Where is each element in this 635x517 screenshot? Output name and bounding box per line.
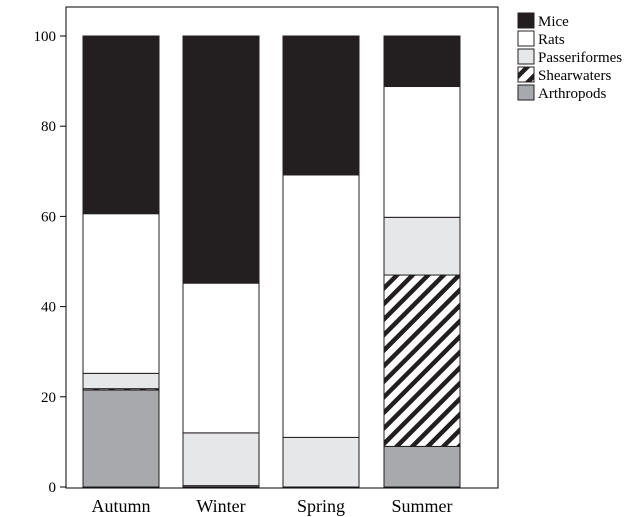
y-tick-label-80: 80 bbox=[41, 119, 56, 135]
legend-label-shearwaters: Shearwaters bbox=[538, 68, 611, 84]
bar-segment-winter-rats bbox=[182, 282, 260, 434]
bar-stack-spring bbox=[282, 35, 360, 488]
bar-segment-spring-passeriformes bbox=[282, 436, 360, 488]
y-tick-label-20: 20 bbox=[41, 390, 56, 406]
x-category-label-spring: Spring bbox=[297, 496, 345, 516]
bar-stack-summer bbox=[383, 35, 461, 488]
bar-segment-autumn-rats bbox=[82, 213, 160, 374]
legend-swatch-passeriformes bbox=[517, 48, 535, 65]
legend-swatch-rats bbox=[517, 30, 535, 47]
legend-label-arthropods: Arthropods bbox=[538, 86, 606, 102]
legend-item-passeriformes: Passeriformes bbox=[517, 48, 622, 66]
legend-label-passeriformes: Passeriformes bbox=[538, 50, 622, 66]
x-category-label-winter: Winter bbox=[196, 496, 245, 516]
bar-segment-summer-shearwaters bbox=[383, 274, 461, 447]
y-tick-label-100: 100 bbox=[34, 29, 57, 45]
bar-segment-summer-mice bbox=[383, 35, 461, 88]
x-category-label-autumn: Autumn bbox=[91, 496, 150, 516]
bar-segment-autumn-arthropods bbox=[82, 389, 160, 488]
bar-segment-autumn-mice bbox=[82, 35, 160, 215]
legend-swatch-mice bbox=[517, 12, 535, 29]
bar-segment-winter-mice bbox=[182, 35, 260, 284]
legend-item-arthropods: Arthropods bbox=[517, 84, 606, 102]
y-tick-label-0: 0 bbox=[49, 480, 57, 496]
y-tick-label-40: 40 bbox=[41, 300, 56, 316]
bar-segment-summer-passeriformes bbox=[383, 216, 461, 276]
legend-item-rats: Rats bbox=[517, 30, 565, 48]
legend-swatch-arthropods bbox=[517, 84, 535, 101]
bars bbox=[82, 35, 461, 488]
legend-item-mice: Mice bbox=[517, 12, 569, 30]
y-axis: 0 20 40 60 80 100 bbox=[34, 29, 66, 496]
bar-segment-autumn-passeriformes bbox=[82, 372, 160, 390]
legend-item-shearwaters: Shearwaters bbox=[517, 66, 611, 84]
legend-label-rats: Rats bbox=[538, 32, 565, 48]
bar-segment-summer-rats bbox=[383, 86, 461, 218]
plot-area-frame bbox=[65, 6, 499, 489]
legend-label-mice: Mice bbox=[538, 14, 569, 30]
y-tick-label-60: 60 bbox=[41, 209, 56, 225]
bar-stack-winter bbox=[182, 35, 260, 488]
bar-segment-spring-mice bbox=[282, 35, 360, 176]
legend: Mice Rats Passeriformes Shearwaters Arthropo… bbox=[517, 12, 622, 102]
bar-segment-spring-rats bbox=[282, 174, 360, 438]
bar-stack-autumn bbox=[82, 35, 160, 488]
x-category-label-summer: Summer bbox=[392, 496, 453, 516]
bar-segment-winter-passeriformes bbox=[182, 432, 260, 487]
legend-swatch-shearwaters bbox=[517, 66, 535, 83]
x-axis: Autumn Winter Spring Summer bbox=[91, 496, 452, 516]
bar-segment-summer-arthropods bbox=[383, 445, 461, 488]
